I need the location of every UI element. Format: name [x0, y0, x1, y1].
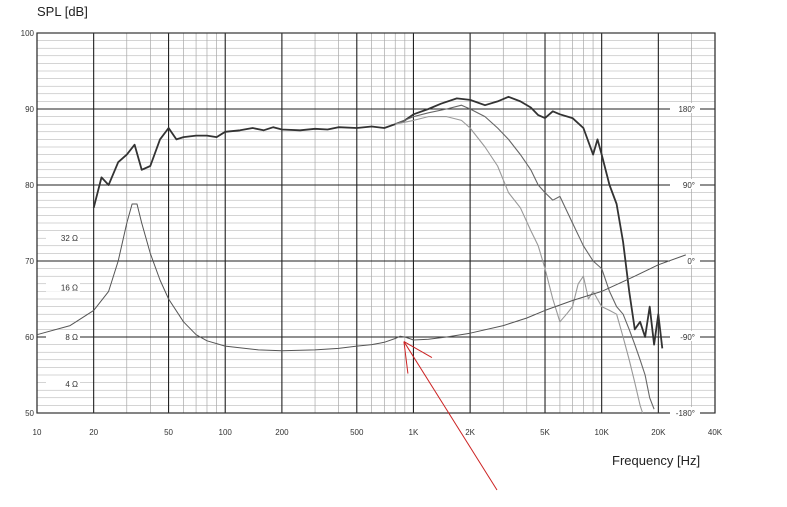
series-impedance [36, 203, 686, 352]
phase-tick-label: 180° [678, 105, 695, 114]
annotation-layer [403, 341, 498, 491]
x-tick-label: 2K [465, 428, 475, 437]
y-tick-label: 50 [25, 409, 34, 418]
phase-label-bg [670, 103, 700, 113]
phase-label-bg [670, 331, 700, 341]
impedance-label-bg [46, 281, 80, 292]
x-tick-label: 20 [89, 428, 98, 437]
phase-tick-labels: 180° 90° 0° -90° -180° [670, 103, 700, 418]
phase-label-bg [670, 255, 700, 265]
annotation-arrow-head [403, 341, 409, 374]
y-tick-label: 60 [25, 333, 34, 342]
phase-label-bg [670, 407, 700, 417]
x-tick-label: 100 [219, 428, 233, 437]
impedance-label-bg [46, 378, 80, 389]
x-tick-label: 5K [540, 428, 550, 437]
minor-gridlines [36, 32, 716, 414]
x-tick-label: 40K [708, 428, 723, 437]
impedance-label-bg [46, 232, 80, 243]
phase-label-bg [670, 179, 700, 189]
y-tick-label: 100 [21, 29, 35, 38]
series-layer [36, 95, 686, 414]
x-tick-label: 20K [651, 428, 666, 437]
impedance-tick-label: 16 Ω [61, 284, 78, 293]
x-tick-label: 200 [275, 428, 289, 437]
x-tick-label: 10 [33, 428, 42, 437]
series-spl-30deg [394, 104, 655, 410]
impedance-label-bg [46, 331, 80, 341]
impedance-tick-label: 8 Ω [65, 333, 78, 342]
phase-tick-label: -180° [676, 409, 695, 418]
y-tick-label: 80 [25, 181, 34, 190]
impedance-tick-label: 4 Ω [65, 380, 78, 389]
y-tick-label: 90 [25, 105, 34, 114]
x-tick-label: 500 [350, 428, 364, 437]
annotation-arrow-head [403, 341, 433, 358]
plot-frame [36, 32, 716, 414]
phase-tick-label: 90° [683, 181, 695, 190]
phase-tick-label: 0° [687, 257, 695, 266]
phase-tick-label: -90° [680, 333, 695, 342]
y-axis-title: SPL [dB] [37, 4, 88, 19]
x-tick-label: 50 [164, 428, 173, 437]
x-axis-title: Frequency [Hz] [612, 453, 700, 468]
y-tick-labels: 50 60 70 80 90 100 [21, 29, 35, 418]
x-tick-labels: 10 20 50 100 200 500 1K 2K 5K 10K 20K 40K [33, 428, 723, 437]
impedance-tick-label: 32 Ω [61, 234, 78, 243]
impedance-tick-labels: 32 Ω 16 Ω 8 Ω 4 Ω [46, 232, 80, 389]
annotation-arrow-shaft [403, 341, 498, 491]
series-spl-60deg [395, 116, 644, 414]
y-tick-label: 70 [25, 257, 34, 266]
x-tick-label: 1K [409, 428, 419, 437]
series-spl-on-axis [92, 95, 664, 349]
x-tick-label: 10K [595, 428, 610, 437]
